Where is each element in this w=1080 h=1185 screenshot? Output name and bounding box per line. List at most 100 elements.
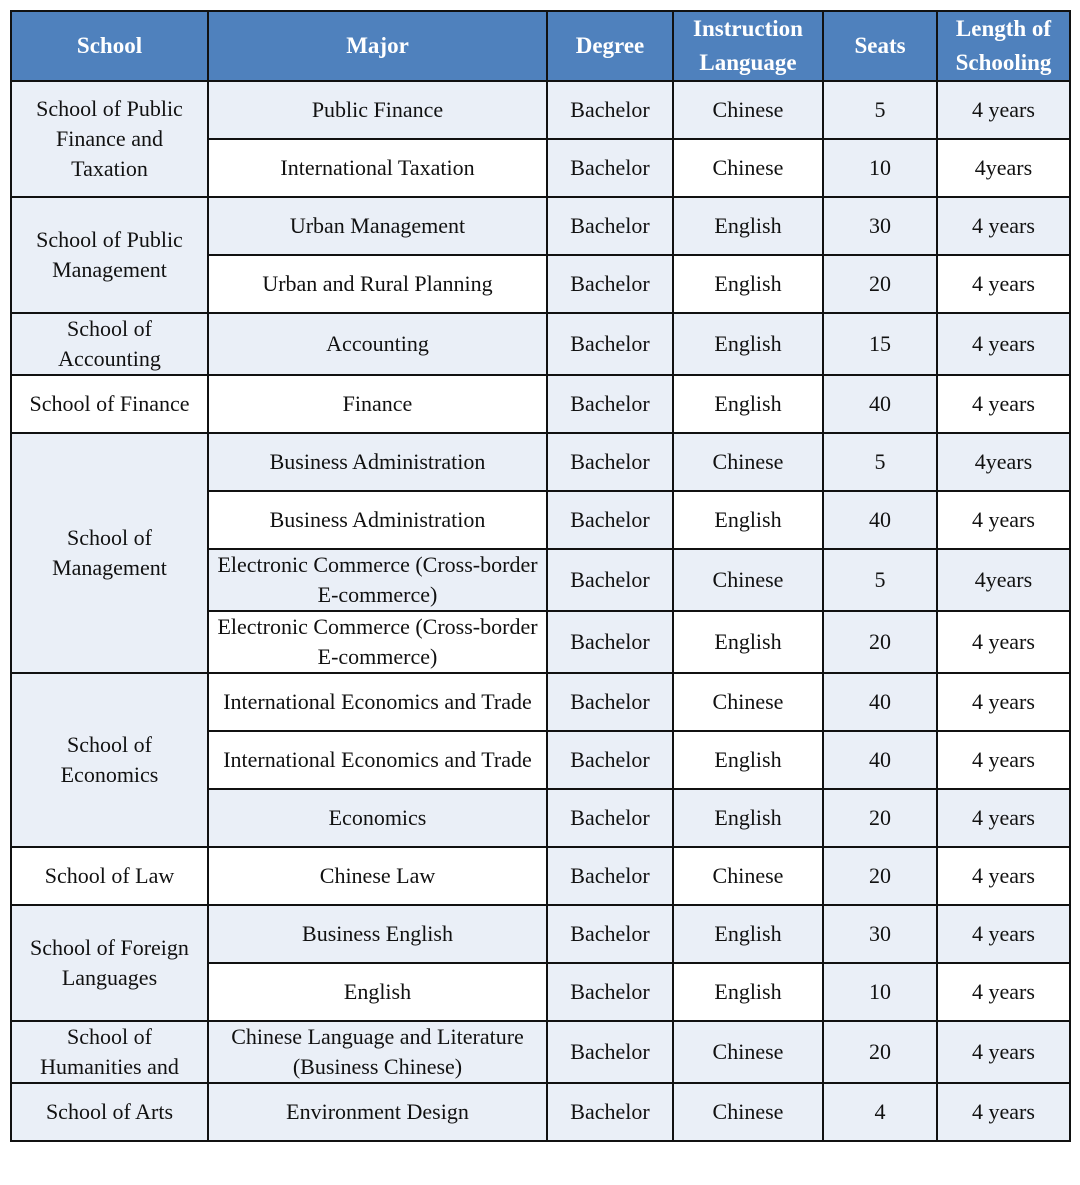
table-row: School of Management Business Administrat… <box>10 432 1071 674</box>
degree-cell: Bachelor <box>546 490 674 550</box>
major-cell: Business Administration <box>207 432 548 492</box>
seats-cell: 20 <box>822 788 938 848</box>
language-cell: English <box>672 962 824 1022</box>
major-cell: International Taxation <box>207 138 548 198</box>
major-cell: Business English <box>207 904 548 964</box>
major-cell: Urban Management <box>207 196 548 256</box>
degree-cell: Bachelor <box>546 196 674 256</box>
table-row: International Economics and Trade Bachelo… <box>11 730 1071 790</box>
degree-cell: Bachelor <box>546 846 674 906</box>
school-cell: School of Humanities and <box>10 1020 209 1084</box>
language-cell: English <box>672 196 824 256</box>
majors-table: School Major Degree Instruction Language… <box>10 10 1071 1142</box>
degree-cell: Bachelor <box>546 1020 674 1084</box>
degree-cell: Bachelor <box>546 788 674 848</box>
language-cell: English <box>672 730 824 790</box>
length-cell: 4 years <box>936 962 1071 1022</box>
table-row: School of Arts Environment Design Bachelor… <box>10 1082 1071 1142</box>
degree-cell: Bachelor <box>546 80 674 140</box>
seats-cell: 30 <box>822 196 938 256</box>
major-cell: Chinese Language and Literature (Busines… <box>207 1020 548 1084</box>
table-row: Economics Bachelor English 20 4 years <box>11 788 1071 848</box>
language-cell: English <box>672 374 824 434</box>
header-seats: Seats <box>822 10 938 82</box>
seats-cell: 40 <box>822 672 938 732</box>
length-cell: 4 years <box>936 846 1071 906</box>
degree-cell: Bachelor <box>546 610 674 674</box>
length-cell: 4 years <box>936 374 1071 434</box>
length-cell: 4 years <box>936 490 1071 550</box>
degree-cell: Bachelor <box>546 730 674 790</box>
seats-cell: 40 <box>822 730 938 790</box>
degree-cell: Bachelor <box>546 904 674 964</box>
degree-cell: Bachelor <box>546 672 674 732</box>
table-row: Electronic Commerce (Cross-border E-comm… <box>11 610 1071 674</box>
seats-cell: 4 <box>822 1082 938 1142</box>
major-cell: English <box>207 962 548 1022</box>
seats-cell: 40 <box>822 374 938 434</box>
major-cell: Business Administration <box>207 490 548 550</box>
language-cell: Chinese <box>672 672 824 732</box>
major-cell: Environment Design <box>207 1082 548 1142</box>
header-school: School <box>10 10 209 82</box>
major-cell: Chinese Law <box>207 846 548 906</box>
seats-cell: 30 <box>822 904 938 964</box>
language-cell: Chinese <box>672 846 824 906</box>
table-row: School of Foreign Languages Business Engl… <box>10 904 1071 1022</box>
school-cell: School of Public Management <box>10 196 209 314</box>
degree-cell: Bachelor <box>546 432 674 492</box>
major-cell: Economics <box>207 788 548 848</box>
major-cell: Electronic Commerce (Cross-border E-comm… <box>207 610 548 674</box>
seats-cell: 5 <box>822 548 938 612</box>
seats-cell: 20 <box>822 610 938 674</box>
language-cell: English <box>672 490 824 550</box>
length-cell: 4years <box>936 432 1071 492</box>
header-degree: Degree <box>546 10 674 82</box>
degree-cell: Bachelor <box>546 138 674 198</box>
length-cell: 4 years <box>936 1082 1071 1142</box>
seats-cell: 20 <box>822 254 938 314</box>
seats-cell: 15 <box>822 312 938 376</box>
seats-cell: 40 <box>822 490 938 550</box>
length-cell: 4 years <box>936 788 1071 848</box>
major-cell: International Economics and Trade <box>207 730 548 790</box>
length-cell: 4 years <box>936 254 1071 314</box>
school-cell: School of Finance <box>10 374 209 434</box>
school-cell: School of Foreign Languages <box>10 904 209 1022</box>
table-row: Business Administration Bachelor English 40… <box>11 490 1071 550</box>
major-cell: Public Finance <box>207 80 548 140</box>
school-cell: School of Management <box>10 432 209 674</box>
major-cell: Electronic Commerce (Cross-border E-comm… <box>207 548 548 612</box>
table-row: Electronic Commerce (Cross-border E-comm… <box>11 548 1071 612</box>
degree-cell: Bachelor <box>546 1082 674 1142</box>
language-cell: Chinese <box>672 80 824 140</box>
length-cell: 4 years <box>936 312 1071 376</box>
seats-cell: 20 <box>822 1020 938 1084</box>
header-row: School Major Degree Instruction Language… <box>10 10 1071 82</box>
length-cell: 4 years <box>936 1020 1071 1084</box>
table-row: School of Law Chinese Law Bachelor Chinese 2… <box>10 846 1071 906</box>
length-cell: 4years <box>936 548 1071 612</box>
language-cell: English <box>672 788 824 848</box>
table-row: School of Public Finance and Taxation Pub… <box>10 80 1071 198</box>
length-cell: 4 years <box>936 80 1071 140</box>
seats-cell: 10 <box>822 962 938 1022</box>
school-cell: School of Accounting <box>10 312 209 376</box>
table-row: School of Humanities and Chinese Language… <box>10 1020 1071 1084</box>
degree-cell: Bachelor <box>546 962 674 1022</box>
length-cell: 4years <box>936 138 1071 198</box>
school-cell: School of Arts <box>10 1082 209 1142</box>
table-row: Urban and Rural Planning Bachelor English 2… <box>11 254 1071 314</box>
length-cell: 4 years <box>936 730 1071 790</box>
language-cell: Chinese <box>672 548 824 612</box>
language-cell: Chinese <box>672 432 824 492</box>
major-cell: Accounting <box>207 312 548 376</box>
table-row: School of Economics International Economi… <box>10 672 1071 848</box>
degree-cell: Bachelor <box>546 374 674 434</box>
seats-cell: 5 <box>822 432 938 492</box>
table-row: School of Accounting Accounting Bachelor En… <box>10 312 1071 376</box>
length-cell: 4 years <box>936 904 1071 964</box>
header-length-of-schooling: Length of Schooling <box>936 10 1071 82</box>
language-cell: Chinese <box>672 1020 824 1084</box>
seats-cell: 5 <box>822 80 938 140</box>
